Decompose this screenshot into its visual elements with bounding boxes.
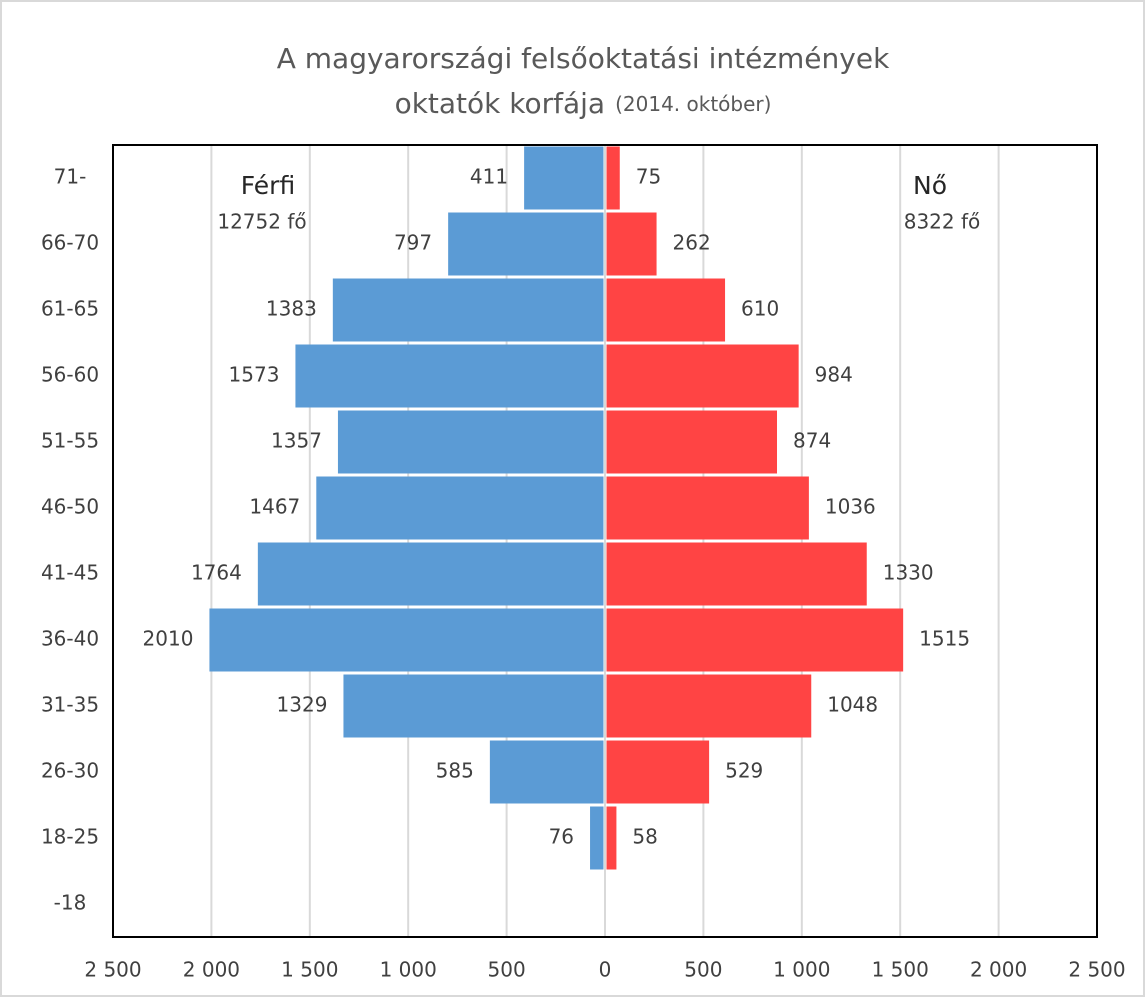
data-label: 610 bbox=[741, 297, 779, 321]
y-tick-label: 31-35 bbox=[41, 693, 99, 717]
y-tick-label: 18-25 bbox=[41, 825, 99, 849]
data-label: 1467 bbox=[249, 495, 300, 519]
bar bbox=[606, 674, 812, 738]
data-label: 1383 bbox=[266, 297, 317, 321]
y-tick-label: 36-40 bbox=[41, 627, 99, 651]
bar bbox=[337, 410, 604, 474]
data-label: 1573 bbox=[229, 363, 280, 387]
bar bbox=[257, 542, 604, 606]
bar bbox=[606, 806, 617, 870]
bar bbox=[606, 476, 809, 540]
data-label: 1048 bbox=[827, 693, 878, 717]
bar bbox=[524, 146, 604, 210]
y-tick-label: 26-30 bbox=[41, 759, 99, 783]
x-tick-label: 500 bbox=[488, 958, 526, 982]
bar bbox=[606, 740, 710, 804]
data-label: 874 bbox=[793, 429, 831, 453]
bar bbox=[448, 212, 604, 276]
data-label: 1330 bbox=[883, 561, 934, 585]
plot-frame bbox=[112, 144, 1098, 938]
bar bbox=[606, 410, 778, 474]
data-label: 529 bbox=[725, 759, 763, 783]
data-label: 411 bbox=[470, 165, 508, 189]
x-tick-label: 2 000 bbox=[970, 958, 1027, 982]
data-label: 1357 bbox=[271, 429, 322, 453]
data-label: 1764 bbox=[191, 561, 242, 585]
bar bbox=[590, 806, 604, 870]
data-label: 1329 bbox=[277, 693, 328, 717]
data-label: 58 bbox=[632, 825, 657, 849]
bar bbox=[332, 278, 604, 342]
data-label: 2010 bbox=[143, 627, 194, 651]
bar bbox=[489, 740, 604, 804]
x-tick-label: 500 bbox=[684, 958, 722, 982]
data-label: 984 bbox=[815, 363, 853, 387]
bar bbox=[606, 608, 904, 672]
y-tick-label: -18 bbox=[54, 891, 87, 915]
x-tick-label: 0 bbox=[599, 958, 612, 982]
x-tick-label: 1 000 bbox=[380, 958, 437, 982]
series-label: Férfi bbox=[241, 171, 295, 200]
bar bbox=[606, 278, 726, 342]
data-label: 1036 bbox=[825, 495, 876, 519]
series-total: 12752 fő bbox=[217, 210, 306, 234]
x-tick-label: 1 500 bbox=[872, 958, 929, 982]
x-tick-label: 1 500 bbox=[281, 958, 338, 982]
y-tick-label: 51-55 bbox=[41, 429, 99, 453]
y-tick-label: 71- bbox=[54, 165, 87, 189]
data-label: 1515 bbox=[919, 627, 970, 651]
chart-title: oktatók korfája bbox=[395, 87, 606, 120]
chart-subtitle: (2014. október) bbox=[615, 92, 771, 116]
x-tick-label: 2 000 bbox=[183, 958, 240, 982]
data-label: 75 bbox=[636, 165, 661, 189]
series-label: Nő bbox=[913, 171, 947, 200]
y-tick-label: 41-45 bbox=[41, 561, 99, 585]
data-label: 262 bbox=[673, 231, 711, 255]
bar bbox=[295, 344, 604, 408]
y-tick-label: 66-70 bbox=[41, 231, 99, 255]
x-tick-label: 2 500 bbox=[84, 958, 141, 982]
data-label: 76 bbox=[549, 825, 574, 849]
bar bbox=[209, 608, 604, 672]
x-tick-label: 1 000 bbox=[773, 958, 830, 982]
bar bbox=[316, 476, 604, 540]
bar bbox=[343, 674, 604, 738]
data-label: 797 bbox=[394, 231, 432, 255]
bar bbox=[606, 344, 799, 408]
y-tick-label: 61-65 bbox=[41, 297, 99, 321]
bar bbox=[606, 212, 657, 276]
y-tick-label: 56-60 bbox=[41, 363, 99, 387]
bar bbox=[606, 146, 620, 210]
chart-title: A magyarországi felsőoktatási intézménye… bbox=[277, 42, 890, 75]
data-label: 585 bbox=[436, 759, 474, 783]
chart-title-line: oktatók korfája (2014. október) bbox=[395, 87, 772, 120]
bar bbox=[606, 542, 867, 606]
series-total: 8322 fő bbox=[904, 210, 981, 234]
y-tick-label: 46-50 bbox=[41, 495, 99, 519]
x-tick-label: 2 500 bbox=[1068, 958, 1125, 982]
